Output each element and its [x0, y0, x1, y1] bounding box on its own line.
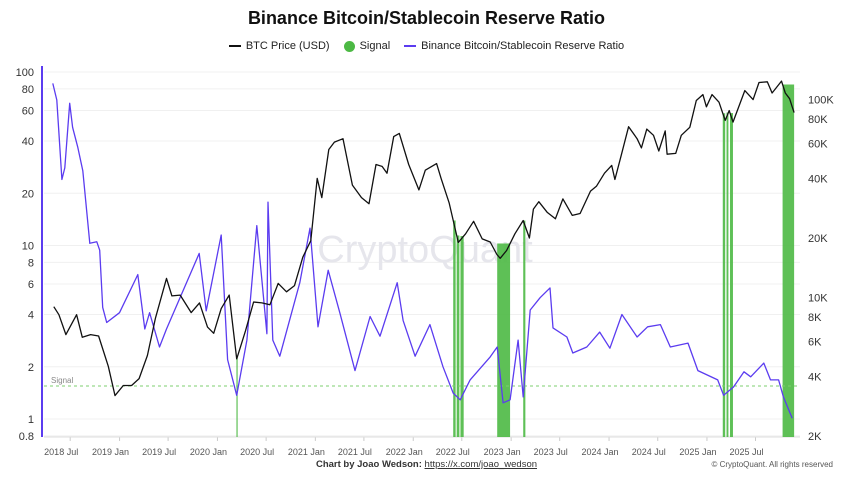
left-tick-label: 10 [22, 241, 34, 253]
x-tick-label: 2020 Jul [240, 447, 274, 457]
right-tick-label: 40K [808, 173, 828, 185]
right-tick-label: 10K [808, 293, 828, 305]
left-tick-label: 80 [22, 84, 34, 96]
x-tick-label: 2020 Jan [190, 447, 227, 457]
x-tick-label: 2021 Jan [288, 447, 325, 457]
legend-item-ratio[interactable]: Binance Bitcoin/Stablecoin Reserve Ratio [404, 40, 624, 52]
credit-label: Chart by Joao Wedson: [315, 459, 422, 470]
legend-swatch-btc [228, 45, 241, 47]
right-tick-label: 6K [808, 337, 822, 349]
left-tick-label: 20 [22, 188, 34, 200]
left-tick-label: 6 [28, 279, 34, 291]
right-tick-label: 100K [808, 95, 834, 107]
legend-item-signal[interactable]: Signal [343, 40, 391, 52]
x-tick-label: 2024 Jul [632, 447, 666, 457]
watermark: CryptoQuant [317, 229, 533, 271]
legend-swatch-signal [343, 40, 355, 52]
legend-label-btc: BTC Price (USD) [245, 40, 330, 52]
plot-area [44, 80, 800, 437]
signal-bar [456, 235, 460, 437]
left-tick-label: 100 [16, 67, 34, 79]
x-tick-label: 2025 Jul [729, 447, 763, 457]
signal-bar [782, 84, 795, 437]
copyright: © CryptoQuant. All rights reserved [711, 460, 834, 469]
legend-label-signal: Signal [359, 40, 391, 52]
right-tick-label: 8K [808, 312, 822, 324]
footer-credit: Chart by Joao Wedson: https://x.com/joao… [0, 459, 853, 470]
left-tick-label: 0.8 [19, 431, 34, 443]
left-tick-label: 40 [22, 136, 34, 148]
right-tick-label: 60K [808, 139, 828, 151]
signal-bar [453, 220, 456, 437]
signal-bar [236, 356, 238, 437]
x-tick-label: 2023 Jul [534, 447, 568, 457]
ratio-line [52, 83, 793, 419]
right-tick-label: 20K [808, 233, 828, 245]
right-tick-label: 4K [808, 371, 822, 383]
left-tick-label: 1 [28, 414, 34, 426]
x-tick-label: 2024 Jan [582, 447, 619, 457]
signal-bar [730, 113, 733, 437]
chart-title: Binance Bitcoin/Stablecoin Reserve Ratio [247, 8, 606, 28]
signal-bar [523, 220, 526, 437]
left-tick-label: 4 [28, 310, 34, 322]
signal-threshold-label: Signal [51, 376, 73, 385]
x-tick-label: 2023 Jan [484, 447, 521, 457]
btc-price-line [53, 80, 795, 397]
right-tick-label: 80K [808, 114, 828, 126]
signal-bar [497, 243, 511, 437]
legend-label-ratio: Binance Bitcoin/Stablecoin Reserve Ratio [421, 40, 625, 52]
x-tick-label: 2022 Jan [386, 447, 423, 457]
legend-item-btc[interactable]: BTC Price (USD) [228, 40, 330, 52]
x-tick-label: 2022 Jul [436, 447, 470, 457]
left-tick-label: 60 [22, 105, 34, 117]
x-tick-label: 2021 Jul [338, 447, 372, 457]
legend: BTC Price (USD) Signal Binance Bitcoin/S… [0, 40, 853, 52]
x-tick-label: 2025 Jan [679, 447, 716, 457]
x-tick-label: 2019 Jul [142, 447, 176, 457]
x-tick-label: 2019 Jan [92, 447, 129, 457]
x-tick-label: 2018 Jul [44, 447, 78, 457]
right-tick-label: 2K [808, 431, 822, 443]
signal-bar [726, 112, 729, 437]
signal-bar [722, 113, 726, 437]
credit-link[interactable]: https://x.com/joao_wedson [424, 459, 538, 470]
left-tick-label: 8 [28, 257, 34, 269]
signal-bar [460, 236, 464, 437]
left-tick-label: 2 [28, 362, 34, 374]
legend-swatch-ratio [404, 45, 417, 47]
